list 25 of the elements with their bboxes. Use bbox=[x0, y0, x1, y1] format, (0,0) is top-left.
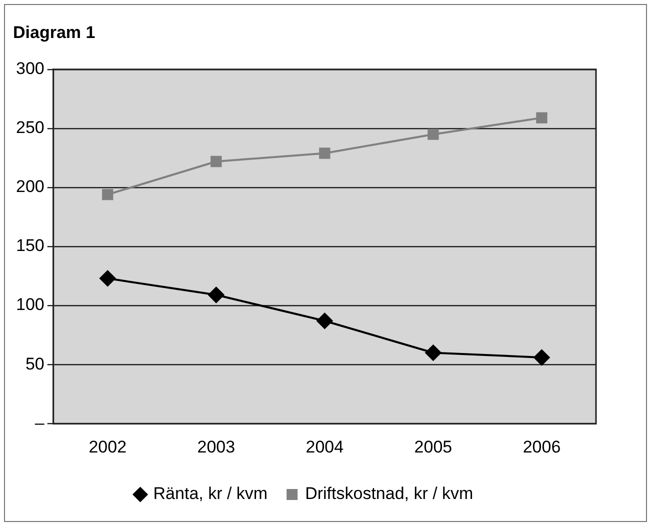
y-tick-label: 50 bbox=[25, 354, 44, 374]
y-tick-label: – bbox=[34, 413, 45, 432]
point bbox=[534, 349, 550, 366]
x-tick-label: 2005 bbox=[414, 437, 452, 456]
point bbox=[100, 270, 116, 286]
y-tick-label: 100 bbox=[16, 295, 44, 314]
x-tick-label: 2002 bbox=[88, 437, 127, 456]
chart-title: Diagram 1 bbox=[13, 22, 96, 42]
point bbox=[428, 128, 439, 140]
x-tick-label: 2004 bbox=[306, 437, 344, 456]
point bbox=[319, 148, 330, 159]
y-tick-label: 300 bbox=[16, 59, 44, 78]
legend-label: Driftskostnad, kr / kvm bbox=[305, 484, 474, 504]
point bbox=[208, 286, 224, 303]
y-tick-label: 150 bbox=[16, 236, 44, 256]
point bbox=[102, 188, 114, 200]
point bbox=[425, 344, 442, 361]
point bbox=[316, 312, 333, 329]
y-tick-label: 250 bbox=[16, 118, 44, 138]
x-tick-label: 2003 bbox=[197, 437, 236, 456]
point bbox=[210, 156, 222, 168]
x-tick-label: 2006 bbox=[522, 437, 561, 456]
point bbox=[536, 112, 548, 124]
y-tick-label: 200 bbox=[16, 177, 44, 196]
legend-label: Ränta, kr / kvm bbox=[153, 484, 268, 504]
